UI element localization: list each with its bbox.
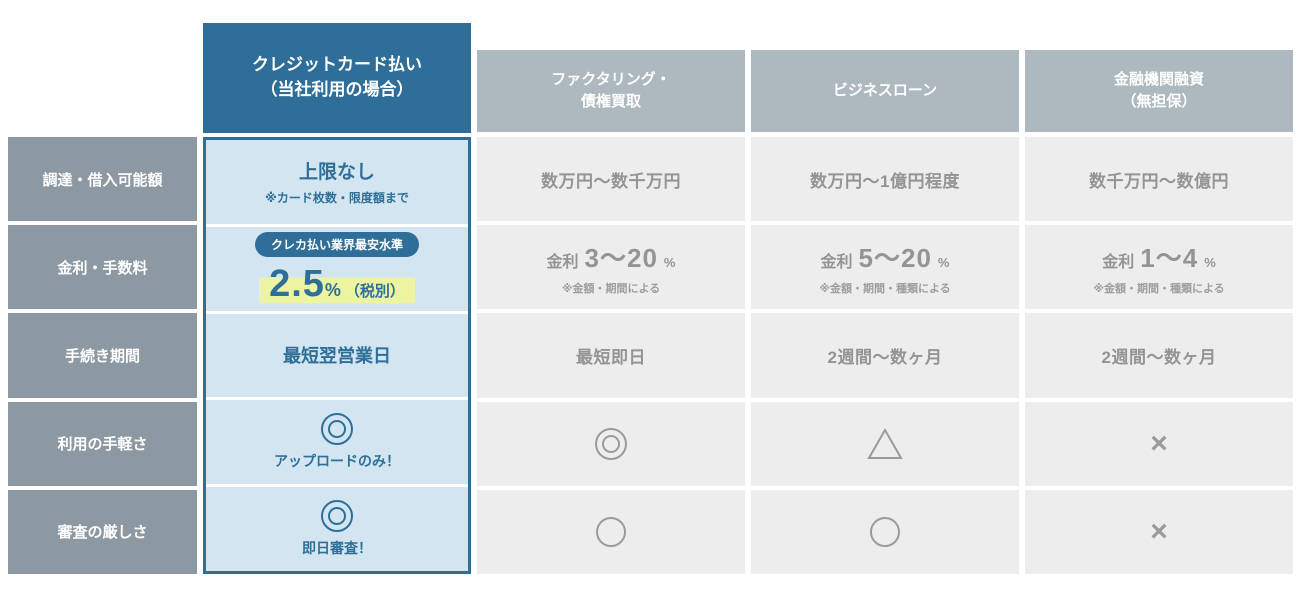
cell-factoring-period: 最短即日 <box>477 313 745 398</box>
period-text: 最短即日 <box>576 348 646 367</box>
column-header-bank-loan: 金融機関融資 （無担保） <box>1025 50 1293 132</box>
rate-prefix: 金利 <box>820 254 853 272</box>
cell-factoring-screening <box>477 489 745 575</box>
rate-prefix: 金利 <box>1102 254 1135 272</box>
circle-icon <box>870 516 900 547</box>
rate-unit: % <box>1204 255 1216 271</box>
column-credit-card: クレジットカード払い （当社利用の場合） 上限なし ※カード枚数・限度額まで ク… <box>203 23 471 574</box>
table-grid: 調達・借入可能額 金利・手数料 手続き期間 利用の手軽さ 審査の厳しさ クレジッ… <box>8 23 1293 575</box>
header-line2: （当社利用の場合） <box>260 80 414 99</box>
row-header-screening: 審査の厳しさ <box>8 489 197 575</box>
amount-text: 数千万円〜数億円 <box>1089 171 1229 191</box>
column-factoring: ファクタリング・ 債権買取 数万円〜数千万円 金利 3〜20% ※金額・期間による… <box>477 23 745 575</box>
column-bank-loan: 金融機関融資 （無担保） 数千万円〜数億円 金利 1〜4% ※金額・期間・種類によ… <box>1025 23 1293 575</box>
rate-highlight: 2.5% （税別） <box>259 262 415 306</box>
row-header-label: 金利・手数料 <box>57 259 148 277</box>
cell-factoring-ease <box>477 401 745 486</box>
lowest-rate-badge: クレカ払い業界最安水準 <box>254 231 419 257</box>
header-line1: ファクタリング・ <box>551 71 671 89</box>
row-header-label: 調達・借入可能額 <box>42 171 163 189</box>
period-text: 2週間〜数ヶ月 <box>1101 348 1217 367</box>
rate-unit: % <box>324 279 341 300</box>
rate-prefix: 金利 <box>546 254 579 272</box>
double-circle-icon <box>321 500 353 533</box>
header-spacer <box>8 23 197 137</box>
rate-unit: % <box>663 255 676 271</box>
row-header-rate: 金利・手数料 <box>8 225 197 310</box>
double-circle-icon <box>595 427 627 460</box>
screening-caption: 即日審査！ <box>302 540 372 557</box>
cell-bankloan-period: 2週間〜数ヶ月 <box>1025 313 1293 398</box>
header-line1: 金融機関融資 <box>1113 71 1204 89</box>
rate-value: 3〜20 <box>584 243 658 274</box>
cell-bankloan-screening <box>1025 489 1293 575</box>
column-business-loan: ビジネスローン 数万円〜1億円程度 金利 5〜20% ※金額・期間・種類による 2… <box>751 23 1019 575</box>
business-loan-cells: 数万円〜1億円程度 金利 5〜20% ※金額・期間・種類による 2週間〜数ヶ月 <box>751 137 1019 575</box>
rate-line: 金利 5〜20% <box>821 238 950 275</box>
rate-value: 1〜4 <box>1140 243 1199 274</box>
header-line2: （無担保） <box>1121 93 1197 110</box>
rate-note: ※金額・期間による <box>561 283 661 296</box>
header-line1: クレジットカード払い <box>252 55 422 75</box>
rate-value: 5〜20 <box>858 243 932 274</box>
bank-loan-cells: 数千万円〜数億円 金利 1〜4% ※金額・期間・種類による 2週間〜数ヶ月 <box>1025 137 1293 575</box>
row-header-ease: 利用の手軽さ <box>8 401 197 486</box>
column-header-factoring: ファクタリング・ 債権買取 <box>477 50 745 132</box>
period-text: 2週間〜数ヶ月 <box>827 348 943 367</box>
cross-icon <box>1150 517 1168 547</box>
amount-note: ※カード枚数・限度額まで <box>265 191 409 206</box>
rate-unit: % <box>937 255 950 271</box>
rate-note: ※金額・期間・種類による <box>819 283 951 296</box>
row-header-label: 利用の手軽さ <box>57 436 148 454</box>
row-header-label: 手続き期間 <box>64 348 140 365</box>
cell-bizloan-screening <box>751 489 1019 575</box>
column-header-business-loan: ビジネスローン <box>751 50 1019 132</box>
rate-line: 金利 1〜4% <box>1102 238 1216 275</box>
rate-line: 金利 3〜20% <box>547 238 676 275</box>
credit-card-cells: 上限なし ※カード枚数・限度額まで クレカ払い業界最安水準 2.5% （税別） 最… <box>203 137 471 574</box>
cross-icon <box>1150 429 1168 459</box>
cell-bizloan-ease <box>751 401 1019 486</box>
header-line2: 債権買取 <box>580 93 641 110</box>
period-text: 最短翌営業日 <box>283 346 391 367</box>
cell-credit-rate: クレカ払い業界最安水準 2.5% （税別） <box>206 226 468 311</box>
cell-bizloan-period: 2週間〜数ヶ月 <box>751 313 1019 398</box>
cell-factoring-amount: 数万円〜数千万円 <box>477 137 745 222</box>
triangle-icon <box>867 427 903 459</box>
circle-icon <box>596 516 626 547</box>
cell-credit-amount: 上限なし ※カード枚数・限度額まで <box>206 140 468 224</box>
row-header-column: 調達・借入可能額 金利・手数料 手続き期間 利用の手軽さ 審査の厳しさ <box>8 23 197 575</box>
amount-text: 数万円〜1億円程度 <box>810 171 960 191</box>
rate-tax-note: （税別） <box>344 282 405 300</box>
cell-bankloan-ease <box>1025 401 1293 486</box>
cell-credit-period: 最短翌営業日 <box>206 313 468 398</box>
amount-text: 数万円〜数千万円 <box>541 171 681 191</box>
rate-note: ※金額・期間・種類による <box>1093 283 1225 296</box>
rate-value: 2.5 <box>269 262 325 305</box>
cell-bizloan-rate: 金利 5〜20% ※金額・期間・種類による <box>751 225 1019 310</box>
row-header-amount: 調達・借入可能額 <box>8 137 197 222</box>
header-line1: ビジネスローン <box>832 82 938 100</box>
row-header-label: 審査の厳しさ <box>57 524 148 542</box>
cell-bankloan-rate: 金利 1〜4% ※金額・期間・種類による <box>1025 225 1293 310</box>
row-header-period: 手続き期間 <box>8 313 197 398</box>
row-header-cells: 調達・借入可能額 金利・手数料 手続き期間 利用の手軽さ 審査の厳しさ <box>8 137 197 575</box>
cell-factoring-rate: 金利 3〜20% ※金額・期間による <box>477 225 745 310</box>
ease-caption: アップロードのみ！ <box>274 453 400 470</box>
double-circle-icon <box>321 413 353 446</box>
cell-credit-ease: アップロードのみ！ <box>206 400 468 485</box>
column-header-credit-card: クレジットカード払い （当社利用の場合） <box>203 23 471 133</box>
cell-bankloan-amount: 数千万円〜数億円 <box>1025 137 1293 222</box>
factoring-cells: 数万円〜数千万円 金利 3〜20% ※金額・期間による 最短即日 <box>477 137 745 575</box>
amount-main: 上限なし <box>298 162 375 184</box>
cell-credit-screening: 即日審査！ <box>206 487 468 571</box>
cell-bizloan-amount: 数万円〜1億円程度 <box>751 137 1019 222</box>
